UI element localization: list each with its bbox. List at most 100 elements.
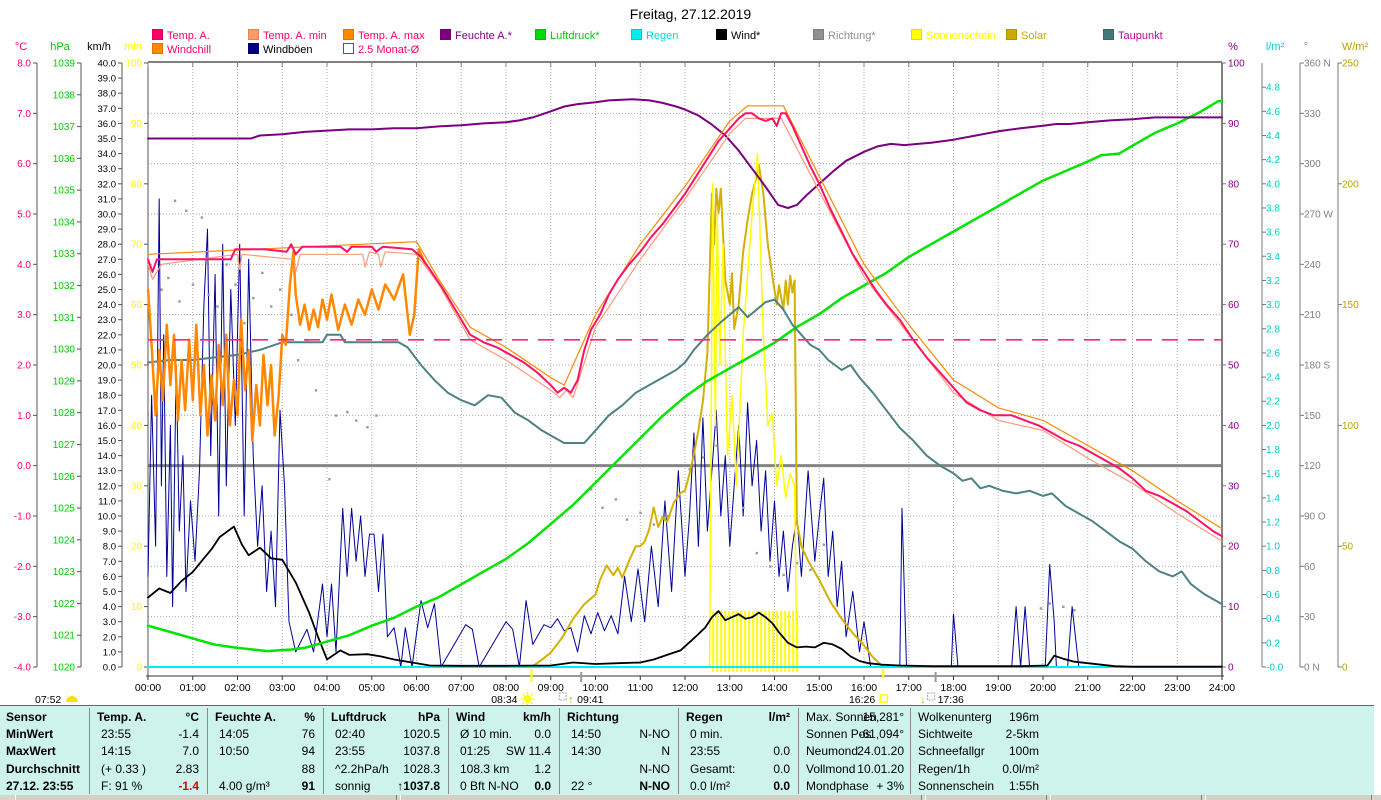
series-richtung-dot	[1039, 607, 1043, 610]
col-header: Regen	[686, 710, 723, 724]
windboeen-legend-swatch-icon	[248, 43, 259, 54]
col-time: sonnig	[335, 778, 371, 793]
x-axis-label: 21:00	[1075, 682, 1101, 694]
legend-item-luftdruck: Luftdruck*	[535, 29, 600, 42]
axis-label-%: 40	[1228, 421, 1240, 432]
series-richtung-dot	[270, 305, 273, 308]
series-richtung-dot	[200, 216, 204, 219]
axis-label-l/m²: 0.2	[1266, 638, 1280, 649]
corner-sun-time: 07:52	[35, 694, 61, 705]
axis-label-km/h: 34.0	[98, 149, 117, 160]
legend-label: Wind*	[731, 30, 761, 42]
axis-label-°: 90 O	[1304, 512, 1326, 523]
astro-value: 24.01.20	[857, 744, 904, 759]
astro-label: Neumond	[806, 744, 859, 759]
legend-item-richtung: Richtung*	[813, 29, 876, 42]
astro-label: Mondphase	[806, 778, 869, 793]
axis-label-km/h: 5.0	[103, 587, 116, 598]
legend-item-regen: Regen	[631, 29, 678, 42]
table-separator	[448, 708, 449, 794]
x-axis-label: 17:00	[896, 682, 922, 694]
row-label: Sensor	[6, 710, 47, 724]
x-axis-label: 14:00	[761, 682, 787, 694]
x-axis-label: 13:00	[717, 682, 743, 694]
axis-label-hPa: 1025	[53, 504, 76, 515]
sunrise-sun-icon	[530, 693, 533, 696]
axis-label-°: 270 W	[1304, 210, 1333, 221]
legend-label: Feuchte A.*	[455, 30, 512, 42]
series-richtung-dot	[639, 511, 642, 515]
statusbar-panel	[1205, 795, 1372, 800]
temp-a-max-legend-swatch-icon	[343, 29, 354, 40]
axis-unit-°C: °C	[15, 41, 27, 53]
axis-label-°: 360 N	[1304, 59, 1331, 70]
axis-label-km/h: 20.0	[98, 361, 117, 372]
col-value: 94	[301, 744, 315, 759]
col-time: 14:05	[219, 727, 250, 742]
axis-unit-%: %	[1228, 41, 1238, 53]
table-separator	[910, 708, 911, 794]
series-richtung-dot	[782, 573, 785, 577]
series-windchill	[146, 247, 427, 442]
row-label: Durchschnitt	[6, 761, 81, 776]
col-value: 1037.8	[403, 744, 440, 759]
series-richtung-dot	[160, 288, 163, 291]
col-header: Richtung	[567, 710, 619, 724]
axis-label-°C: 3.0	[17, 310, 31, 321]
col-value: 1028.3	[403, 761, 440, 776]
axis-label-l/m²: 3.4	[1266, 252, 1280, 263]
extra-label: Sichtweite	[918, 727, 973, 742]
series-richtung-dot	[809, 568, 812, 572]
series-richtung-dot	[191, 283, 195, 286]
axis-label-km/h: 1.0	[103, 647, 116, 658]
axis-label-°: 240	[1304, 260, 1321, 271]
col-time: 0.0 l/m²	[690, 778, 731, 793]
sonnenschein-legend-swatch-icon	[911, 29, 922, 40]
axis-label-l/m²: 1.2	[1266, 518, 1280, 529]
moonrise-arrow-icon: ↑	[568, 694, 574, 705]
extra-label: Sonnenschein	[918, 778, 995, 793]
axis-label-W/m²: 250	[1342, 59, 1359, 70]
table-separator	[323, 708, 324, 794]
axis-label-hPa: 1028	[53, 408, 76, 419]
axis-label-hPa: 1029	[53, 376, 76, 387]
axis-label-km/h: 0.0	[103, 663, 116, 674]
solar-legend-swatch-icon	[1006, 29, 1017, 40]
col-value: 1020.5	[403, 727, 440, 742]
col-time: 0 min.	[690, 727, 723, 742]
x-axis-label: 15:00	[806, 682, 832, 694]
series-richtung-dot	[614, 498, 618, 501]
axis-label-%: 70	[1228, 240, 1240, 251]
axis-label-W/m²: 200	[1342, 179, 1359, 190]
extra-label: Schneefallgr	[918, 744, 985, 759]
axis-label-km/h: 29.0	[98, 225, 117, 236]
axis-label-hPa: 1024	[53, 535, 76, 546]
axis-label-l/m²: 1.0	[1266, 542, 1280, 553]
axis-label-km/h: 13.0	[98, 466, 117, 477]
axis-label-km/h: 11.0	[98, 496, 116, 507]
row-label: MinWert	[6, 727, 54, 742]
x-axis-label: 24:00	[1209, 682, 1235, 694]
axis-label-l/m²: 3.0	[1266, 300, 1280, 311]
x-axis-label: 22:00	[1119, 682, 1145, 694]
series-windb-en	[147, 198, 1223, 668]
axis-label-W/m²: 0	[1342, 663, 1348, 674]
col-time: 14:15	[101, 744, 132, 759]
series-solar	[530, 163, 885, 668]
col-unit: °C	[185, 710, 199, 724]
axis-label-km/h: 19.0	[98, 376, 117, 387]
axis-label-l/m²: 0.6	[1266, 590, 1280, 601]
astro-value: -61,094°	[858, 727, 905, 742]
x-axis-label: 12:00	[672, 682, 698, 694]
col-time: 02:40	[335, 727, 366, 742]
axis-unit-hPa: hPa	[50, 41, 70, 53]
axis-label-km/h: 30.0	[98, 210, 117, 221]
col-unit: km/h	[522, 710, 551, 724]
axis-label-km/h: 35.0	[98, 134, 117, 145]
axis-label-l/m²: 4.6	[1266, 107, 1280, 118]
series-richtung-dot	[701, 456, 705, 459]
temp-a-min-legend-swatch-icon	[248, 29, 259, 40]
axis-label-km/h: 27.0	[98, 255, 117, 266]
axis-label-min: 30	[131, 481, 143, 492]
